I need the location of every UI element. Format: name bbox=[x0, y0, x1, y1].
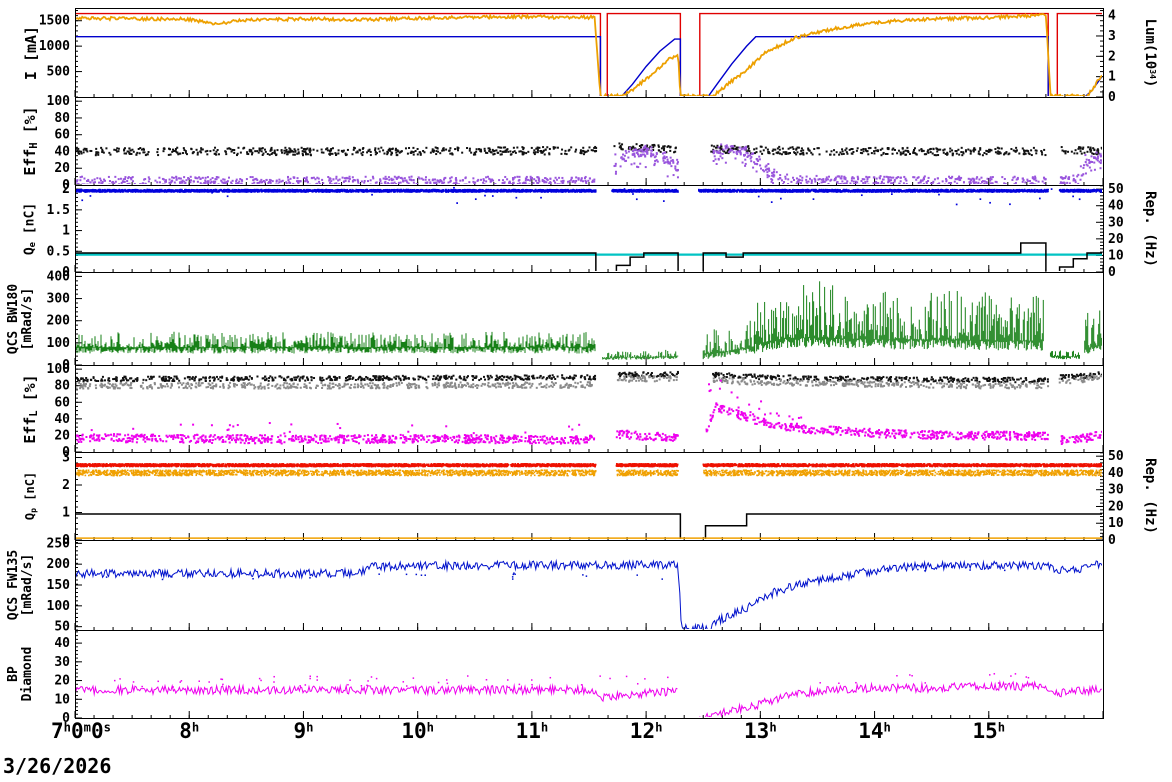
date-label: 3/26/2026 bbox=[3, 754, 112, 778]
